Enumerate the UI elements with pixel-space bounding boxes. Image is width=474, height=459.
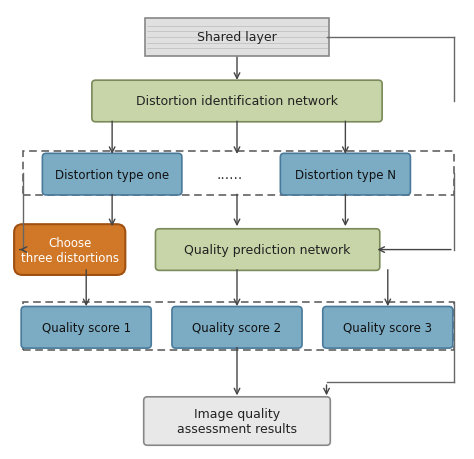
FancyBboxPatch shape <box>155 230 380 271</box>
FancyBboxPatch shape <box>280 154 410 196</box>
Text: Choose
three distortions: Choose three distortions <box>21 236 118 264</box>
Text: Quality score 3: Quality score 3 <box>343 321 432 334</box>
FancyBboxPatch shape <box>14 225 125 275</box>
FancyBboxPatch shape <box>145 18 329 57</box>
Text: ......: ...... <box>217 168 243 182</box>
FancyBboxPatch shape <box>323 307 453 348</box>
Text: Quality prediction network: Quality prediction network <box>184 244 351 257</box>
FancyBboxPatch shape <box>144 397 330 445</box>
FancyBboxPatch shape <box>42 154 182 196</box>
Text: Distortion type one: Distortion type one <box>55 168 169 181</box>
Text: Distortion type N: Distortion type N <box>295 168 396 181</box>
Text: Quality score 2: Quality score 2 <box>192 321 282 334</box>
Text: Image quality
assessment results: Image quality assessment results <box>177 407 297 435</box>
Text: Shared layer: Shared layer <box>197 31 277 45</box>
FancyBboxPatch shape <box>172 307 302 348</box>
FancyBboxPatch shape <box>92 81 382 123</box>
FancyBboxPatch shape <box>21 307 151 348</box>
Text: Quality score 1: Quality score 1 <box>42 321 131 334</box>
Text: Distortion identification network: Distortion identification network <box>136 95 338 108</box>
